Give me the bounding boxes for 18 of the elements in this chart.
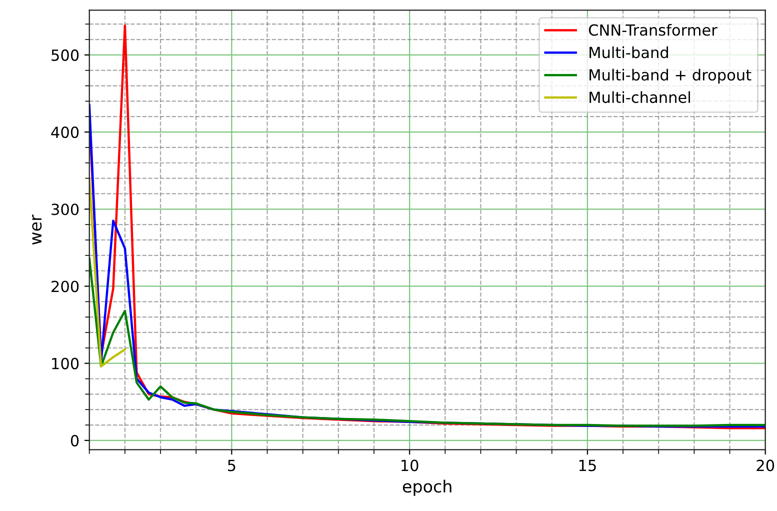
legend-label: Multi-band [590,46,668,58]
legend-label: Multi-channel [590,91,690,104]
x-tick-label: 10 [402,460,418,472]
x-tick-label: 15 [579,460,596,472]
legend-label: CNN-Transformer [588,24,718,36]
legend-label: Multi-band + dropout [590,68,752,84]
y-tick-label: 200 [52,280,79,292]
y-tick-label: 100 [52,358,79,370]
y-tick-label: 300 [52,204,79,216]
line-series [89,177,126,368]
x-tick-label: 20 [756,460,774,472]
x-tick-label: 5 [228,460,236,472]
y-tick-label: 500 [52,49,79,61]
x-axis-title: epoch [402,480,452,496]
y-tick-label: 0 [70,434,79,446]
line-series [89,257,766,427]
y-tick-label: 400 [51,126,79,138]
y-axis-title: wer [32,214,42,245]
